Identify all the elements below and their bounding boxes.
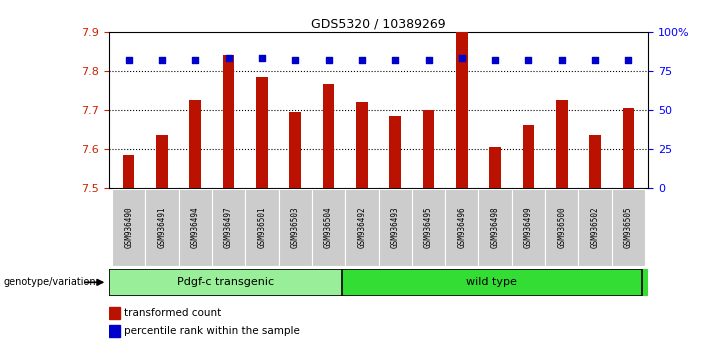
Point (456, 56, 468, 61)
Text: GSM936505: GSM936505 (624, 207, 633, 248)
Point (390, 57, 401, 63)
Bar (578, 189, 612, 266)
Bar (345, 189, 379, 266)
Text: GSM936501: GSM936501 (257, 207, 266, 248)
Bar (109, 269, 342, 296)
Bar (590, 135, 601, 188)
Text: GSM936497: GSM936497 (224, 207, 233, 248)
Bar (278, 189, 312, 266)
Text: GSM936490: GSM936490 (124, 207, 133, 248)
Point (156, 57, 168, 63)
Bar (312, 189, 345, 266)
Text: transformed count: transformed count (125, 308, 222, 318)
Bar (445, 189, 479, 266)
Text: wild type: wild type (466, 277, 517, 287)
Bar (556, 100, 568, 188)
Bar (179, 189, 212, 266)
Text: GSM936494: GSM936494 (191, 207, 200, 248)
Point (323, 57, 334, 63)
Bar (109, 325, 120, 337)
Point (123, 57, 135, 63)
Bar (123, 154, 135, 188)
Bar (489, 147, 501, 188)
Point (290, 57, 301, 63)
Bar (212, 189, 245, 266)
Bar (412, 189, 445, 266)
Point (622, 57, 634, 63)
Point (523, 57, 534, 63)
Text: Pdgf-c transgenic: Pdgf-c transgenic (177, 277, 274, 287)
Text: GSM936495: GSM936495 (424, 207, 433, 248)
Bar (512, 189, 545, 266)
Bar (156, 135, 168, 188)
Point (590, 57, 601, 63)
Point (257, 56, 268, 61)
Text: GSM936498: GSM936498 (491, 207, 500, 248)
Bar (290, 112, 301, 188)
Point (190, 57, 201, 63)
Text: GSM936500: GSM936500 (557, 207, 566, 248)
Text: GSM936496: GSM936496 (457, 207, 466, 248)
Bar (145, 189, 179, 266)
Bar (356, 102, 368, 188)
Bar (112, 189, 145, 266)
Text: GSM936502: GSM936502 (591, 207, 599, 248)
Bar (189, 100, 201, 188)
Text: genotype/variation: genotype/variation (4, 277, 96, 287)
Bar (256, 76, 268, 188)
Bar (389, 116, 401, 188)
Text: GSM936499: GSM936499 (524, 207, 533, 248)
Text: GSM936492: GSM936492 (358, 207, 367, 248)
Bar (479, 189, 512, 266)
Text: GSM936503: GSM936503 (291, 207, 300, 248)
Point (489, 57, 501, 63)
Bar (322, 85, 334, 188)
Bar (523, 125, 534, 188)
Point (223, 56, 234, 61)
Bar (379, 189, 412, 266)
Text: percentile rank within the sample: percentile rank within the sample (125, 326, 300, 336)
Text: GSM936504: GSM936504 (324, 207, 333, 248)
Bar (622, 108, 634, 188)
Text: GSM936491: GSM936491 (158, 207, 166, 248)
Bar (109, 307, 120, 319)
Point (356, 57, 367, 63)
Point (556, 57, 567, 63)
Bar (456, 32, 468, 188)
Bar (423, 110, 435, 188)
Bar (245, 189, 278, 266)
Bar (545, 189, 578, 266)
Text: GSM936493: GSM936493 (390, 207, 400, 248)
Point (423, 57, 434, 63)
Bar (612, 189, 645, 266)
Bar (342, 269, 662, 296)
Title: GDS5320 / 10389269: GDS5320 / 10389269 (311, 18, 446, 31)
Bar (223, 55, 234, 188)
